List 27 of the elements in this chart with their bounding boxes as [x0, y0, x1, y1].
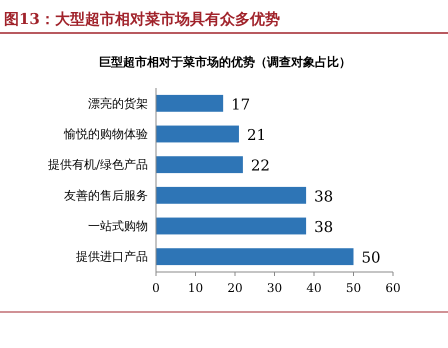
data-label: 22	[250, 156, 270, 175]
bar	[156, 186, 306, 204]
chart-subtitle: 巨型超市相对于菜市场的优势（调查对象占比）	[99, 55, 351, 69]
data-label: 21	[246, 126, 266, 144]
y-tick-label: 一站式购物	[88, 219, 148, 233]
data-label: 38	[314, 187, 334, 206]
bar	[156, 156, 243, 174]
x-tick-label: 60	[385, 281, 401, 295]
y-tick-label: 提供进口产品	[76, 250, 148, 264]
y-tick-label: 漂亮的货架	[88, 96, 148, 110]
data-label: 17	[231, 95, 250, 114]
data-label: 50	[362, 248, 381, 267]
y-tick-label: 友善的售后服务	[64, 188, 148, 202]
chart-title: 图13：大型超市相对菜市场具有众多优势	[4, 10, 280, 28]
data-label: 38	[314, 218, 334, 236]
bar	[156, 218, 306, 234]
x-tick-label: 30	[266, 281, 282, 295]
x-tick-label: 0	[152, 281, 160, 295]
x-tick-label: 20	[227, 281, 243, 295]
y-tick-label: 愉悦的购物体验	[63, 127, 148, 141]
x-tick-label: 40	[306, 281, 322, 295]
x-tick-label: 50	[346, 281, 362, 295]
y-tick-label: 提供有机/绿色产品	[48, 158, 148, 172]
x-tick-label: 10	[188, 281, 204, 295]
bar	[156, 94, 224, 112]
bar	[156, 248, 354, 266]
bar	[156, 126, 239, 142]
